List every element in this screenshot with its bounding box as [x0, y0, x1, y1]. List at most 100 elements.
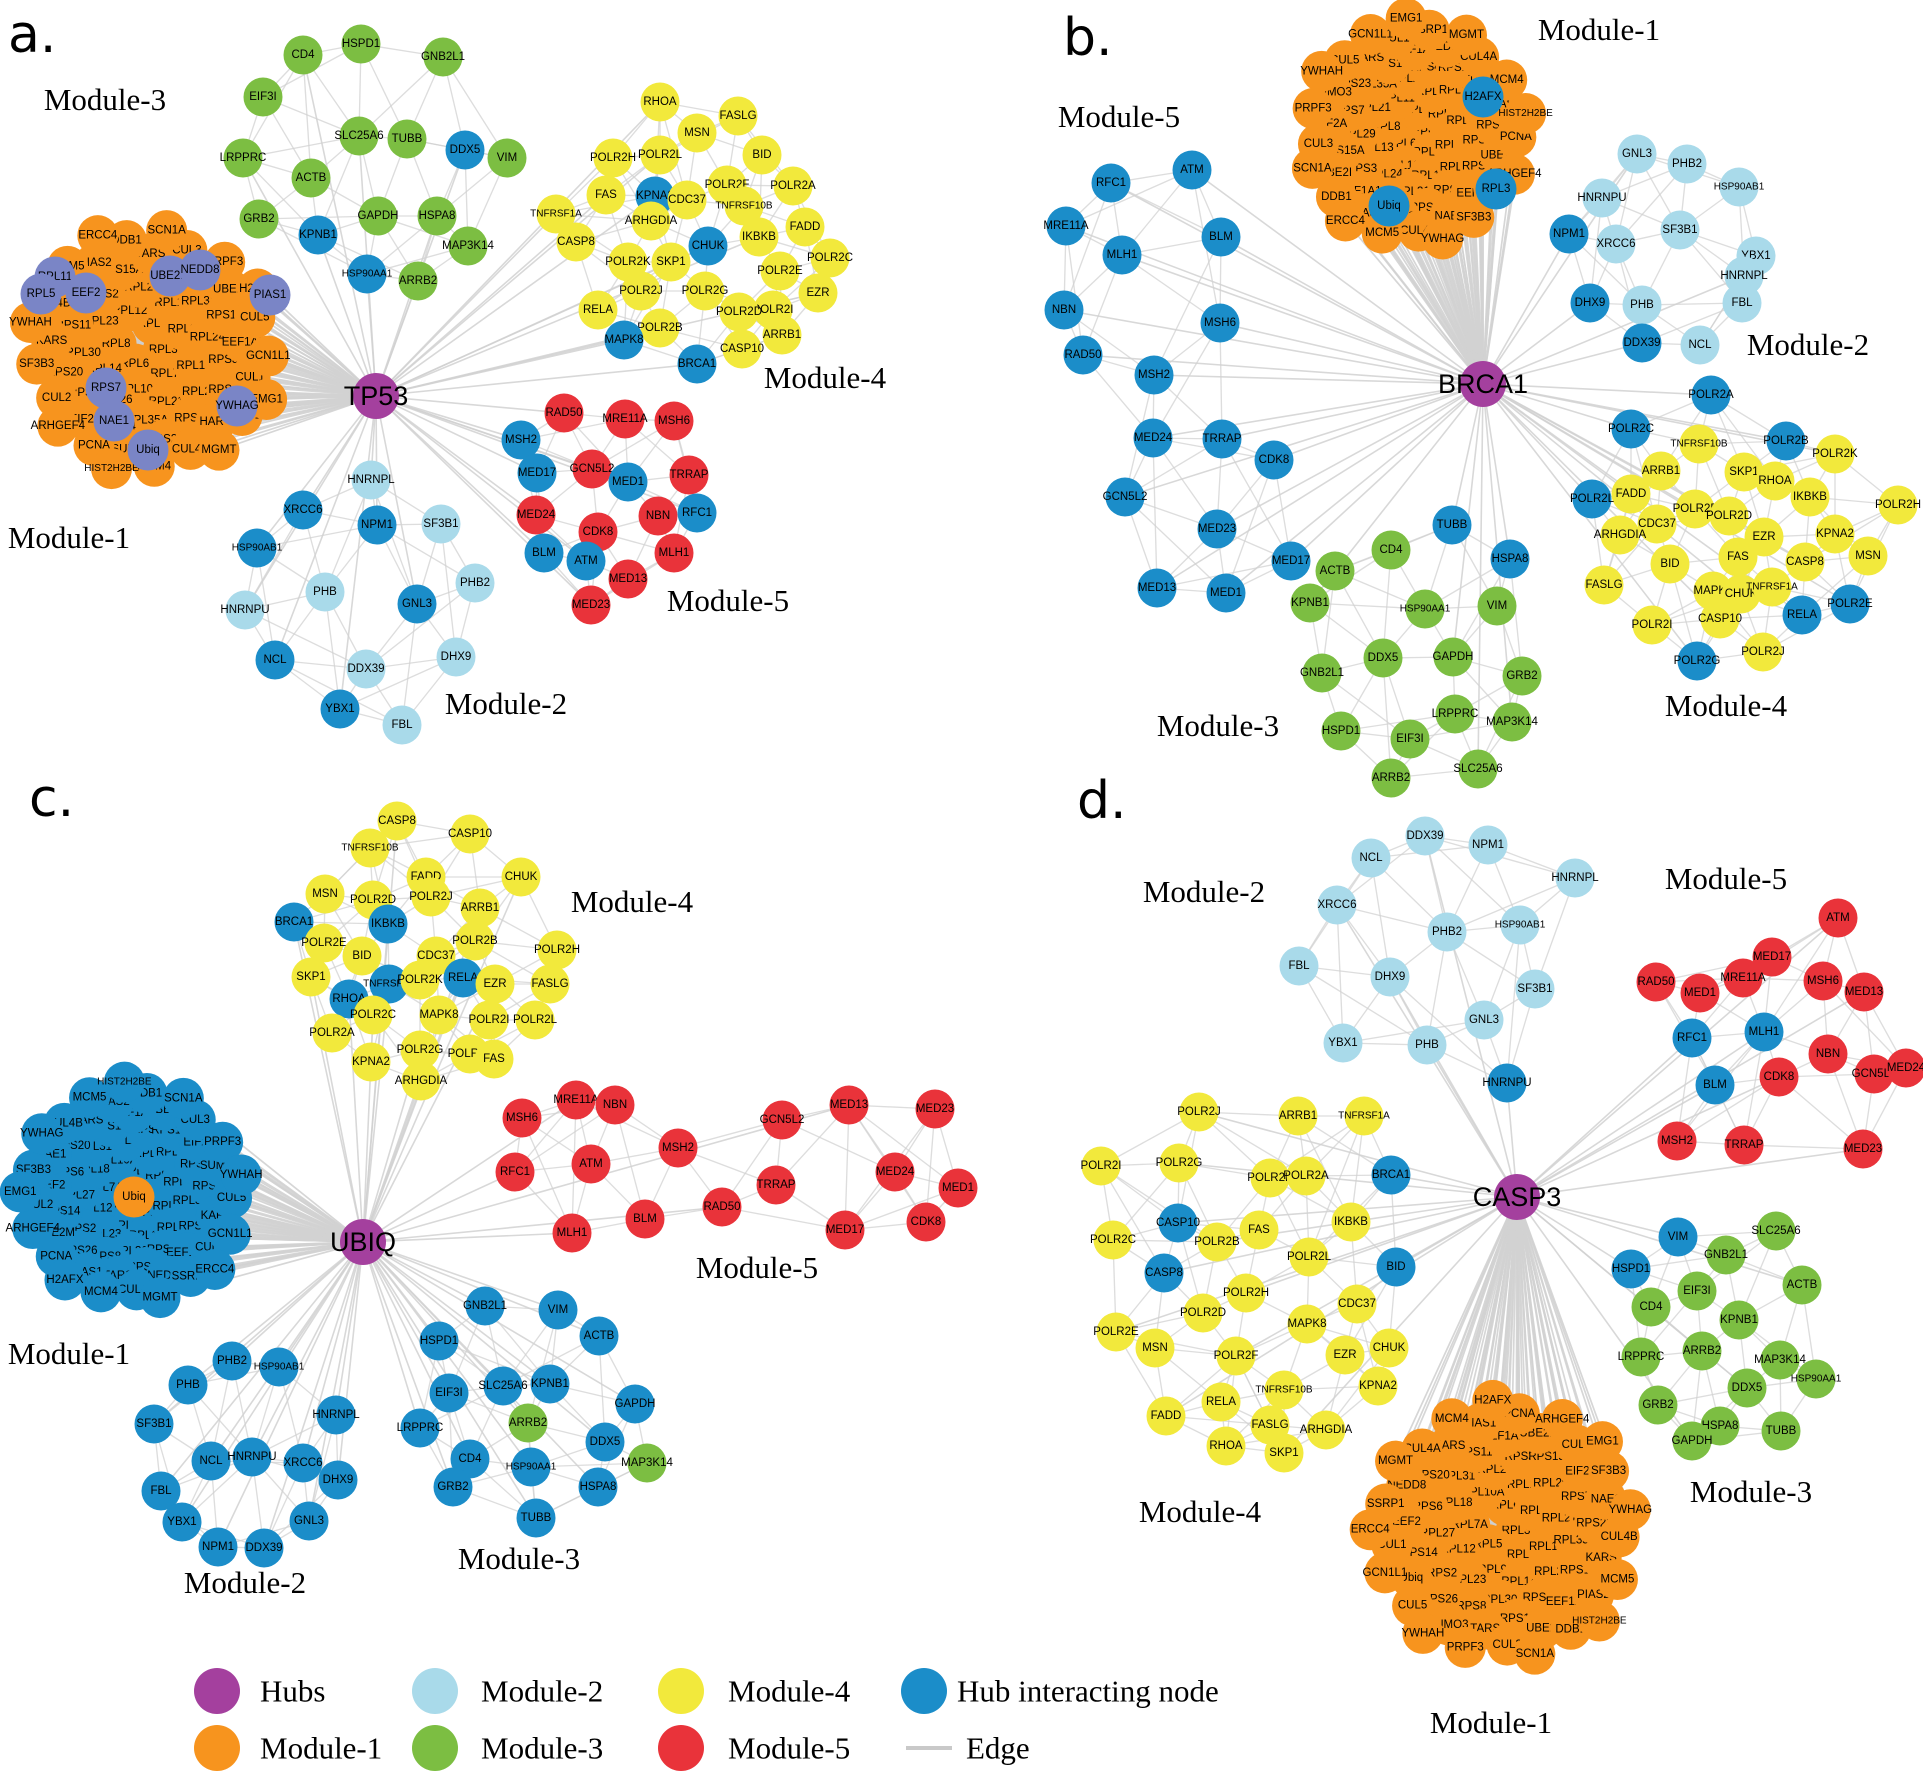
node-b-HSPA8 — [1490, 539, 1530, 579]
node-b-SF3B3 — [1453, 196, 1495, 238]
edge-hub-spoke — [375, 395, 592, 606]
node-a-MED23 — [571, 585, 611, 625]
edge-hub-spoke — [1178, 1162, 1518, 1198]
node-b-HNRNPU — [1582, 178, 1622, 218]
legend-label-hubs: Hubs — [260, 1674, 325, 1709]
node-b-MED23 — [1197, 509, 1237, 549]
node-c-CHUK — [501, 857, 541, 897]
module-caption-d-Module-2: Module-2 — [1143, 874, 1265, 909]
node-b-MSH6 — [1200, 303, 1240, 343]
edge-hub-spoke — [242, 157, 377, 397]
edge-hub-spoke — [362, 1241, 599, 1488]
node-a-POLR2H — [593, 138, 633, 178]
edge-hub-spoke — [375, 213, 557, 397]
edge — [244, 609, 367, 670]
node-c-MED13 — [829, 1085, 869, 1125]
edge-hub-spoke — [1482, 383, 1742, 595]
node-a-MED24 — [516, 495, 556, 535]
module-caption-c-Module-5: Module-5 — [696, 1250, 818, 1285]
edge-hub-fan — [1516, 1196, 1541, 1434]
node-a-ACTB — [291, 158, 331, 198]
edge-hub-spoke — [1121, 254, 1484, 385]
panel-b: RPL5RPL6RPL7RPL7ARPL8RPL9RPL10ARPL11RPL1… — [1043, 0, 1921, 798]
node-d-HSP90AB1 — [1500, 905, 1540, 945]
nodes-panel-a: RPL3RPL6RPL7RPL7ARPL8RPL9RPL10ARPL12RPL1… — [9, 24, 853, 745]
panel-letter-d: d. — [1077, 771, 1127, 831]
node-d-GCN1L1 — [1364, 1552, 1406, 1594]
hub-node-CASP3 — [1494, 1174, 1540, 1220]
node-a-NPM1 — [357, 505, 397, 545]
node-b-MED1 — [1206, 573, 1246, 613]
node-c-MSH6 — [502, 1098, 542, 1138]
edge-hub-spoke — [1516, 1148, 1864, 1198]
node-d-ARRB2 — [1682, 1331, 1722, 1371]
module-caption-b-Module-2: Module-2 — [1747, 327, 1869, 362]
node-d-RHOA — [1206, 1426, 1246, 1466]
edge-hub-spoke — [375, 339, 625, 397]
node-d-POLR2C — [1093, 1220, 1133, 1260]
node-a-POLR2B — [640, 308, 680, 348]
panel-d: RPL3RPL5RPL6RPL7RPL7ARPL8RPL9RPL10ARPL11… — [1077, 771, 1923, 1740]
edge — [256, 524, 378, 549]
node-b-POLR2G — [1677, 641, 1717, 681]
node-d-MCM5 — [1596, 1559, 1638, 1601]
node-c-POLR2K — [400, 960, 440, 1000]
node-d-SF3B1 — [1515, 969, 1555, 1009]
node-b-POLR2C — [1611, 409, 1651, 449]
node-a-POLR2J — [621, 271, 661, 311]
node-c-CASP10 — [450, 814, 490, 854]
node-a-HSP90AA1 — [347, 254, 387, 294]
node-b-DDX39 — [1622, 323, 1662, 363]
edge-hub-spoke — [362, 1232, 573, 1243]
node-b-CDC37 — [1637, 504, 1677, 544]
node-a-MED13 — [608, 559, 648, 599]
node-a-ERCC4 — [77, 215, 119, 257]
legend-swatch-module-3 — [412, 1725, 458, 1771]
node-d-HNRNPL — [1555, 858, 1595, 898]
node-b-CASP8 — [1785, 542, 1825, 582]
node-c-XRCC6 — [283, 1443, 323, 1483]
edge — [1336, 904, 1344, 1044]
node-c-GRB2 — [433, 1467, 473, 1507]
node-c-BLM — [625, 1199, 665, 1239]
node-c-MGMT — [139, 1277, 181, 1319]
node-a-ARRB1 — [762, 315, 802, 355]
node-c-POLR2G — [400, 1030, 440, 1070]
node-d-CDC37 — [1337, 1284, 1377, 1324]
module-caption-d-Module-4: Module-4 — [1139, 1494, 1262, 1529]
node-c-RFC1 — [495, 1152, 535, 1192]
node-b-POLR2E — [1830, 584, 1870, 624]
node-d-POLR2E — [1096, 1312, 1136, 1352]
edge — [1063, 182, 1112, 311]
module-caption-d-Module-3: Module-3 — [1690, 1474, 1812, 1509]
node-d-PHB2 — [1427, 912, 1467, 952]
legend-label-module-5: Module-5 — [728, 1731, 850, 1766]
node-d-DDX5 — [1727, 1368, 1767, 1408]
node-c-MCM5 — [69, 1077, 111, 1119]
node-b-RPL3 — [1475, 168, 1517, 210]
node-c-HNRNPL — [316, 1395, 356, 1435]
node-c-TNFRSF1A — [369, 964, 409, 1004]
node-b-RELA — [1782, 595, 1822, 635]
node-b-GAPDH — [1433, 637, 1473, 677]
edge-hub-spoke — [1063, 309, 1484, 385]
node-d-POLR2I — [1081, 1146, 1121, 1186]
edge — [1065, 169, 1193, 227]
node-c-NCL — [191, 1441, 231, 1481]
edge-hub-spoke — [375, 363, 698, 397]
edge-hub-spoke — [1482, 383, 1593, 500]
legend-label-module-3: Module-3 — [481, 1731, 603, 1766]
edge — [339, 656, 457, 710]
node-a-VIM — [487, 138, 527, 178]
node-a-MRE11A — [605, 399, 645, 439]
module-caption-a-Module-5: Module-5 — [667, 583, 789, 618]
hub-label-UBIQ: UBIQ — [330, 1227, 396, 1257]
module-caption-a-Module-4: Module-4 — [764, 360, 887, 395]
node-a-YWHAG — [216, 385, 258, 427]
edge — [1121, 254, 1221, 324]
node-a-CUL4A — [169, 428, 211, 470]
node-d-TRRAP — [1724, 1125, 1764, 1165]
node-d-DHX9 — [1370, 957, 1410, 997]
node-a-GNB2L1 — [423, 37, 463, 77]
